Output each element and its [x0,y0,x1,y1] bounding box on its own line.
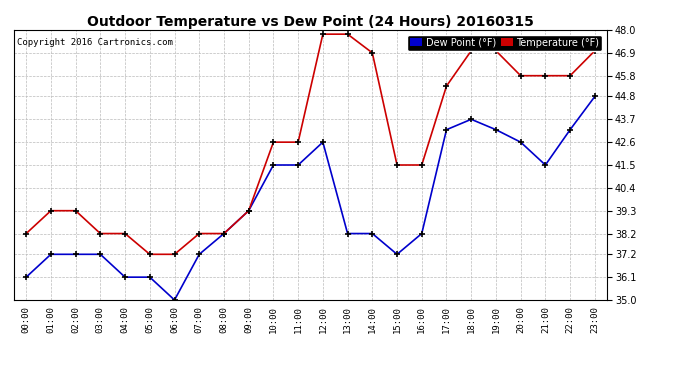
Legend: Dew Point (°F), Temperature (°F): Dew Point (°F), Temperature (°F) [407,35,602,51]
Title: Outdoor Temperature vs Dew Point (24 Hours) 20160315: Outdoor Temperature vs Dew Point (24 Hou… [87,15,534,29]
Text: Copyright 2016 Cartronics.com: Copyright 2016 Cartronics.com [17,38,172,47]
